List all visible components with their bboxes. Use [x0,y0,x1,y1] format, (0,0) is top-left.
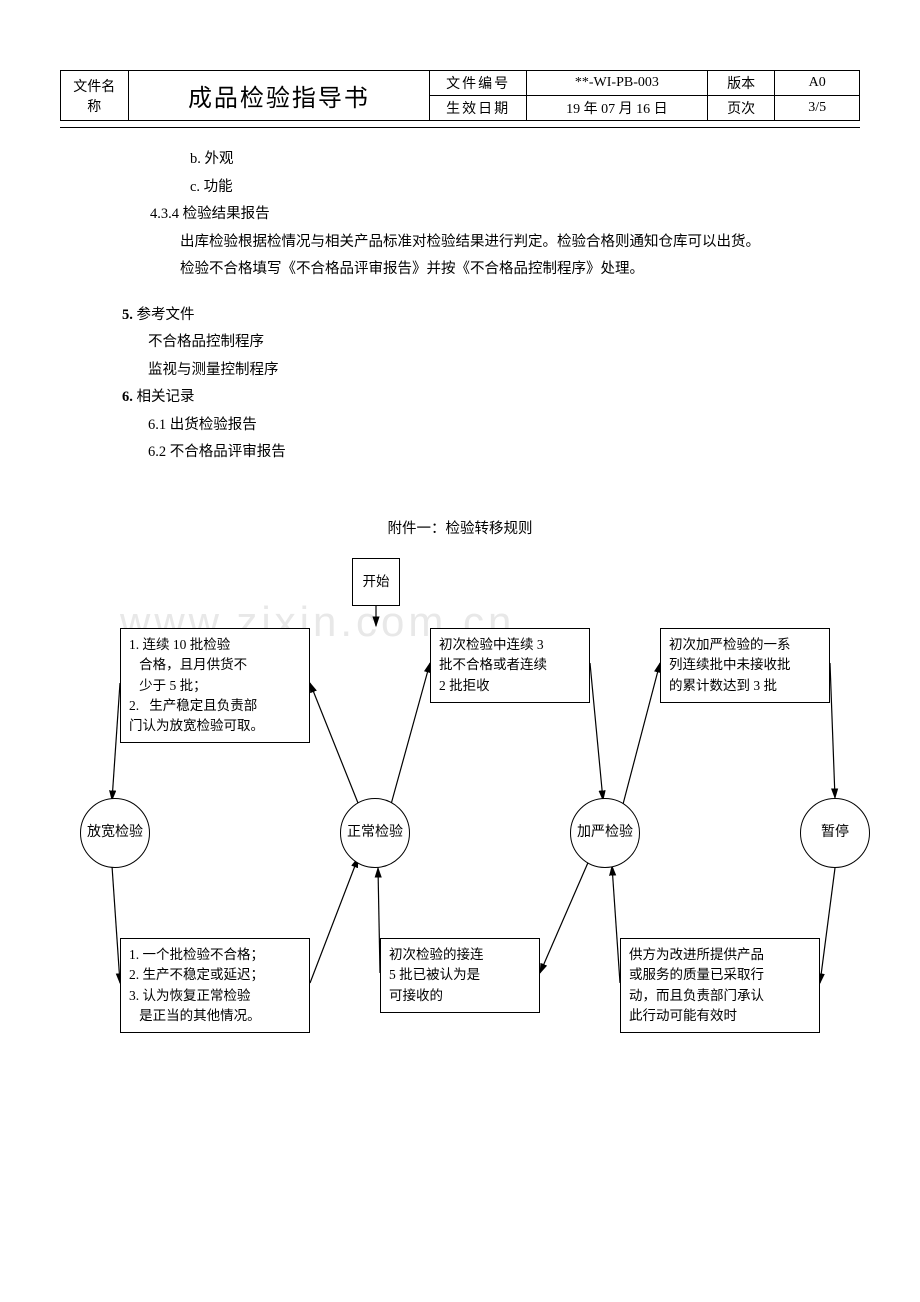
node-normal: 正常检验 [340,798,410,868]
sec-6-1: 6.1 出货检验报告 [80,412,840,440]
node-tight-label: 加严检验 [577,824,633,842]
attachment-title: 附件一：检验转移规则 [60,517,860,538]
page-value: 3/5 [775,96,860,121]
file-label: 文件名称 [61,71,129,121]
sec-5-num: 5. [122,307,133,323]
sec-5: 5. 参考文件 [80,302,840,330]
sec-6-title: 相关记录 [137,389,195,405]
docno-label: 文件编号 [430,71,527,96]
node-suspend-label: 暂停 [821,824,849,842]
node-box-br: 供方为改进所提供产品或服务的质量已采取行动，而且负责部门承认此行动可能有效时 [620,938,820,1033]
doc-title: 成品检验指导书 [128,71,430,121]
body-content: b. 外观 c. 功能 4.3.4 检验结果报告 出库检验根据检情况与相关产品标… [60,146,860,467]
header-table: 文件名称 成品检验指导书 文件编号 **-WI-PB-003 版本 A0 生效日… [60,70,860,121]
node-box-tc: 初次检验中连续 3批不合格或者连续2 批拒收 [430,628,590,703]
sec-6-2: 6.2 不合格品评审报告 [80,439,840,467]
sec-6-num: 6. [122,389,133,405]
node-start: 开始 [352,558,400,606]
effdate-value: 19 年 07 月 16 日 [526,96,707,121]
version-value: A0 [775,71,860,96]
sec-434-p2: 检验不合格填写《不合格品评审报告》并按《不合格品控制程序》处理。 [80,256,840,284]
line-c: c. 功能 [80,174,840,202]
node-box-tr: 初次加严检验的一系列连续批中未接收批的累计数达到 3 批 [660,628,830,703]
sec-434-p1: 出库检验根据检情况与相关产品标准对检验结果进行判定。检验合格则通知仓库可以出货。 [80,229,840,257]
sec-5-b: 监视与测量控制程序 [80,357,840,385]
node-tight: 加严检验 [570,798,640,868]
node-relaxed: 放宽检验 [80,798,150,868]
docno-value: **-WI-PB-003 [526,71,707,96]
flowchart-diagram: www.zixin.com.cn [60,558,860,1098]
sec-5-a: 不合格品控制程序 [80,329,840,357]
effdate-label: 生效日期 [430,96,527,121]
node-box-bl: 1. 一个批检验不合格；2. 生产不稳定或延迟；3. 认为恢复正常检验 是正当的… [120,938,310,1033]
sec-6: 6. 相关记录 [80,384,840,412]
header-rule [60,127,860,128]
sec-5-title: 参考文件 [137,307,195,323]
sec-434: 4.3.4 检验结果报告 [80,201,840,229]
version-label: 版本 [707,71,775,96]
page-label: 页次 [707,96,775,121]
node-suspend: 暂停 [800,798,870,868]
node-normal-label: 正常检验 [347,824,403,842]
node-box-bc: 初次检验的接连5 批已被认为是可接收的 [380,938,540,1013]
line-b: b. 外观 [80,146,840,174]
node-relaxed-label: 放宽检验 [87,824,143,842]
node-box-tl: 1. 连续 10 批检验 合格，且月供货不 少于 5 批；2. 生产稳定且负责部… [120,628,310,743]
